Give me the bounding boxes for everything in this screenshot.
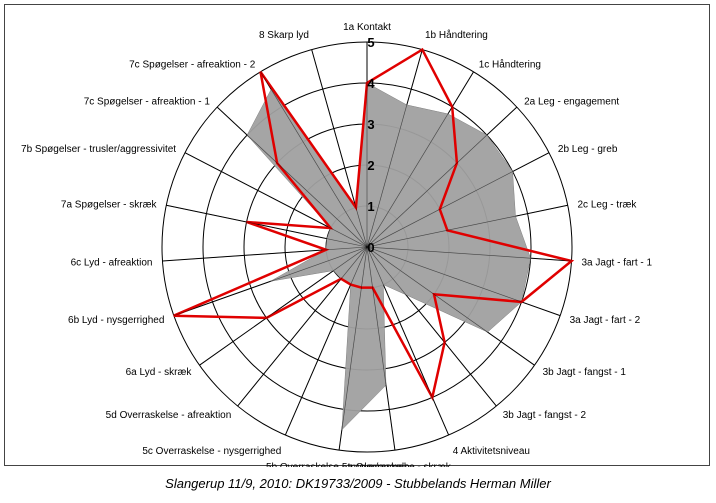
spoke-overlay-7 [366, 246, 572, 262]
spoke-overlay-14 [285, 246, 368, 436]
category-label-13: 5b Overraskelse - trusler/angreb [266, 462, 410, 467]
category-label-5: 2b Leg - greb [558, 144, 618, 155]
category-label-7: 3a Jagt - fart - 1 [582, 258, 653, 269]
spoke-overlay-12 [366, 246, 396, 451]
category-label-23: 8 Skarp lyd [259, 30, 309, 41]
spoke-overlay-16 [199, 246, 368, 366]
spoke-overlay-3 [366, 71, 474, 248]
spoke-overlay-4 [366, 106, 518, 248]
tick-label-1: 1 [367, 199, 374, 214]
spoke-overlay-8 [366, 246, 561, 316]
radar-chart: 0 1 2 3 4 5 1a Kontakt 1b Håndtering 1c Håndteri… [21, 22, 653, 467]
tick-label-3: 3 [367, 117, 374, 132]
spoke-overlay-23 [311, 49, 368, 248]
spoke-overlay-11 [366, 246, 449, 436]
category-label-3: 1c Håndtering [479, 58, 541, 70]
spoke-overlay-13 [338, 246, 368, 451]
spoke-overlay-22 [260, 71, 368, 248]
spoke-overlay-5 [366, 152, 550, 248]
category-label-18: 6c Lyd - afreaktion [71, 258, 153, 269]
spoke-overlay-21 [216, 106, 368, 248]
category-label-15: 5d Overraskelse - afreaktion [106, 410, 232, 421]
spoke-overlay-20 [184, 152, 368, 248]
chart-frame: 0 1 2 3 4 5 1a Kontakt 1b Håndtering 1c Håndteri… [4, 4, 710, 467]
category-label-4: 2a Leg - engagement [524, 96, 619, 107]
category-label-12: 5a Overraskelse - skræk [342, 462, 452, 467]
category-label-22: 7c Spøgelser - afreaktion - 2 [129, 59, 256, 70]
category-label-20: 7b Spøgelser - trusler/aggressivitet [21, 144, 176, 155]
category-label-1: 1a Kontakt [343, 22, 391, 33]
category-label-10: 3b Jagt - fangst - 2 [503, 410, 587, 421]
category-label-19: 7a Spøgelser - skræk [61, 199, 158, 210]
spoke-overlay-17 [173, 246, 368, 316]
spoke-overlay-2 [366, 49, 423, 248]
category-label-9: 3b Jagt - fangst - 1 [543, 367, 627, 378]
category-label-21: 7c Spøgelser - afreaktion - 1 [84, 96, 211, 107]
category-label-17: 6b Lyd - nysgerrighed [68, 315, 164, 326]
spoke-overlay-9 [366, 246, 535, 366]
chart-caption: Slangerup 11/9, 2010: DK19733/2009 - Stu… [165, 476, 551, 491]
series-1-area [246, 82, 531, 431]
spoke-overlay-18 [162, 246, 368, 262]
category-label-6: 2c Leg - træk [578, 199, 638, 210]
spoke-overlay-19 [166, 204, 368, 248]
category-label-14: 5c Overraskelse - nysgerrighed [142, 446, 281, 457]
category-label-2: 1b Håndtering [425, 29, 488, 41]
category-label-8: 3a Jagt - fart - 2 [570, 315, 641, 326]
tick-label-4: 4 [367, 76, 375, 91]
tick-label-2: 2 [367, 158, 374, 173]
spoke-overlay-10 [366, 246, 497, 407]
spoke-overlay-6 [366, 204, 568, 248]
tick-label-0: 0 [367, 240, 374, 255]
spoke-overlay-15 [237, 246, 368, 407]
tick-label-5: 5 [367, 35, 374, 50]
series-2-line [173, 47, 575, 401]
category-label-16: 6a Lyd - skræk [126, 367, 193, 378]
category-label-11: 4 Aktivitetsniveau [453, 446, 530, 457]
